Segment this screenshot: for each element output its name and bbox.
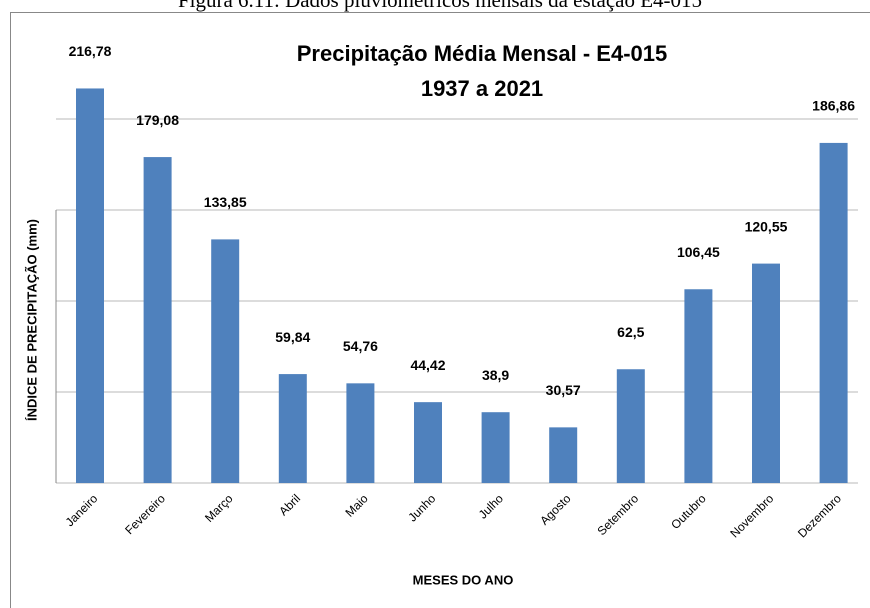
x-tick-label: Março — [202, 491, 236, 525]
x-tick-label: Outubro — [668, 491, 709, 532]
value-label: 54,76 — [343, 338, 378, 354]
x-tick-label: Junho — [405, 491, 438, 524]
value-label: 30,57 — [546, 382, 581, 398]
bar — [346, 383, 375, 483]
x-tick-label: Dezembro — [795, 491, 844, 540]
x-tick-label: Maio — [342, 491, 371, 520]
x-axis-title: MESES DO ANO — [413, 572, 514, 587]
x-tick-label: Setembro — [594, 491, 641, 538]
x-tick-label: Agosto — [537, 491, 574, 528]
bar — [278, 374, 307, 483]
chart-border — [10, 12, 870, 608]
x-tick-label: Novembro — [727, 491, 776, 540]
x-tick-label: Janeiro — [63, 491, 101, 529]
value-label: 133,85 — [204, 194, 247, 210]
chart-subtitle: 1937 a 2021 — [421, 76, 543, 101]
bar — [414, 402, 442, 483]
bar — [549, 427, 578, 483]
x-tick-label: Abril — [276, 491, 303, 518]
bar — [211, 239, 240, 483]
value-label: 179,08 — [136, 112, 179, 128]
value-label: 186,86 — [812, 98, 855, 114]
bar — [481, 412, 510, 483]
bar — [684, 289, 713, 483]
value-label: 62,5 — [617, 324, 644, 340]
bar — [616, 369, 645, 483]
value-label: 44,42 — [410, 357, 445, 373]
value-label: 106,45 — [677, 244, 720, 260]
bar — [143, 157, 172, 483]
value-label: 59,84 — [275, 329, 310, 345]
bar — [819, 142, 848, 483]
value-label: 120,55 — [745, 218, 788, 234]
caption: Figura 6.11: Dados pluviométricos mensai… — [178, 0, 702, 12]
bar — [76, 88, 104, 484]
value-label: 38,9 — [482, 367, 509, 383]
value-label: 216,78 — [69, 43, 112, 59]
x-tick-label: Fevereiro — [122, 491, 168, 537]
y-axis-title: ÍNDICE DE PRECIPITAÇÃO (mm) — [24, 219, 39, 421]
x-tick-label: Julho — [476, 491, 506, 521]
bar — [752, 263, 780, 483]
chart-title: Precipitação Média Mensal - E4-015 — [297, 41, 668, 66]
